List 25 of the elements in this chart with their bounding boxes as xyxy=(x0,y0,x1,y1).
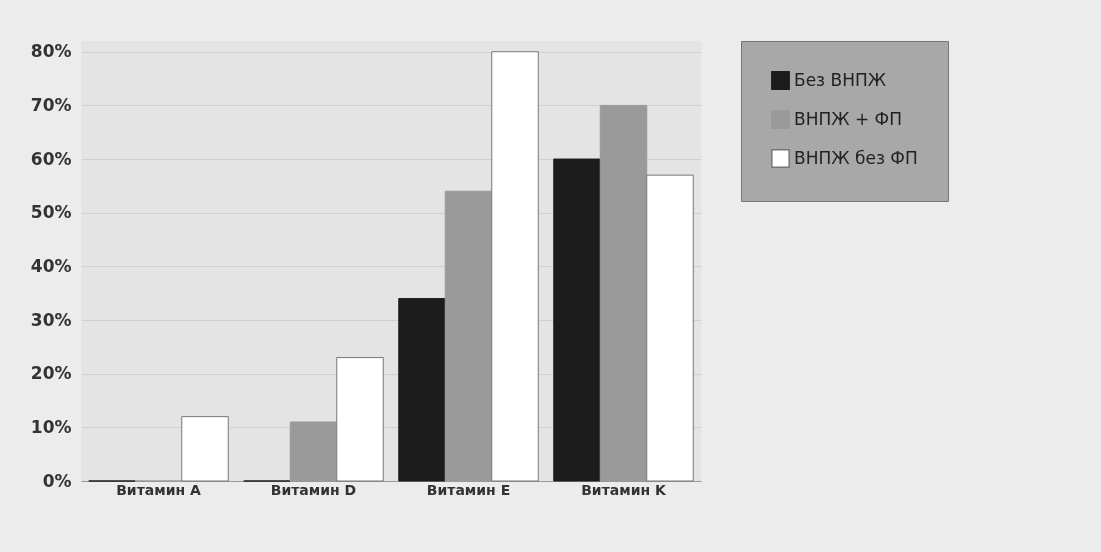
bar xyxy=(553,158,601,482)
y-tick-label: 70% xyxy=(30,94,72,115)
y-tick-label: 80% xyxy=(30,41,72,62)
bar xyxy=(289,421,338,482)
y-tick-label: 40% xyxy=(30,255,72,276)
y-tick-label: 30% xyxy=(30,309,72,330)
x-tick-label: Витамин E xyxy=(426,481,511,498)
legend-label: ВНПЖ без ФП xyxy=(794,147,918,168)
y-tick-label: 50% xyxy=(30,202,72,223)
bar xyxy=(398,298,446,482)
bar xyxy=(444,190,493,482)
y-tick-label: 20% xyxy=(30,363,72,384)
x-tick-label: Витамин D xyxy=(270,481,357,498)
bar xyxy=(491,51,539,482)
legend-label: Без ВНПЖ xyxy=(794,69,887,90)
bar xyxy=(599,104,648,482)
bar xyxy=(181,416,229,482)
y-tick-label: 10% xyxy=(30,416,72,437)
x-tick-label: Витамин K xyxy=(581,481,667,498)
y-tick-label: 60% xyxy=(30,148,72,169)
legend-label: ВНПЖ + ФП xyxy=(794,108,903,129)
y-tick-label: 0% xyxy=(42,470,72,491)
bar xyxy=(646,174,694,482)
bar xyxy=(336,357,384,482)
x-tick-label: Витамин A xyxy=(116,481,201,498)
